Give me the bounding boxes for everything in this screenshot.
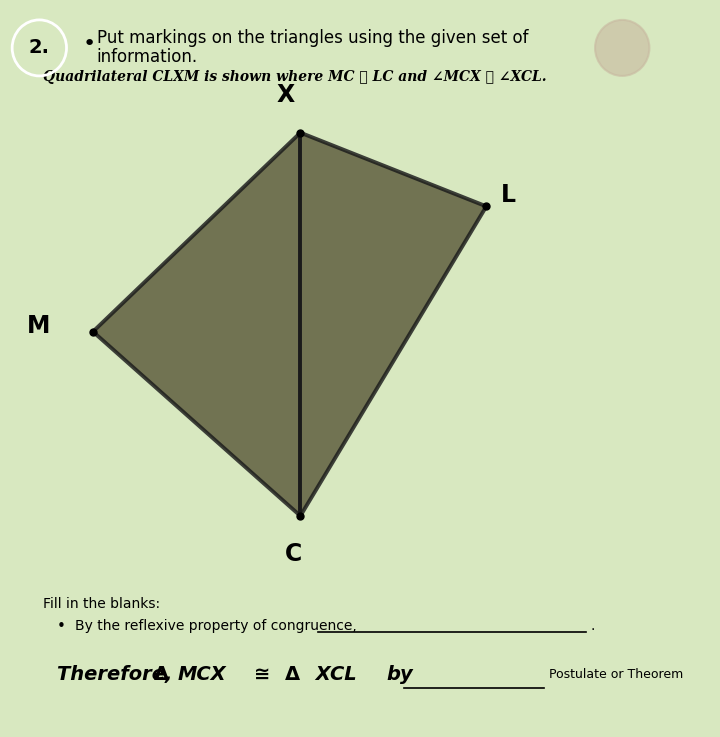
Text: •: •	[82, 34, 96, 55]
Text: information.: information.	[96, 49, 198, 66]
Text: C: C	[284, 542, 302, 566]
Text: by: by	[386, 665, 413, 684]
Circle shape	[595, 20, 649, 76]
Text: Δ: Δ	[154, 665, 169, 684]
Text: X: X	[277, 83, 295, 107]
Text: Δ: Δ	[284, 665, 300, 684]
Text: 2.: 2.	[29, 38, 50, 57]
Text: MCX: MCX	[177, 665, 226, 684]
Polygon shape	[93, 133, 486, 516]
Text: .: .	[590, 620, 595, 633]
Text: Fill in the blanks:: Fill in the blanks:	[43, 598, 160, 611]
Text: M: M	[27, 314, 50, 338]
Text: •: •	[57, 619, 66, 634]
Text: Postulate or Theorem: Postulate or Theorem	[549, 668, 683, 681]
Text: By the reflexive property of congruence,: By the reflexive property of congruence,	[75, 620, 357, 633]
Text: Quadrilateral CLXM is shown where MC ≅ LC and ∠MCX ≅ ∠XCL.: Quadrilateral CLXM is shown where MC ≅ L…	[43, 71, 546, 84]
Text: Put markings on the triangles using the given set of: Put markings on the triangles using the …	[96, 29, 528, 47]
Text: Therefore,: Therefore,	[57, 665, 179, 684]
Text: XCL: XCL	[309, 665, 356, 684]
Text: ≅: ≅	[254, 665, 270, 684]
Text: L: L	[500, 184, 516, 207]
